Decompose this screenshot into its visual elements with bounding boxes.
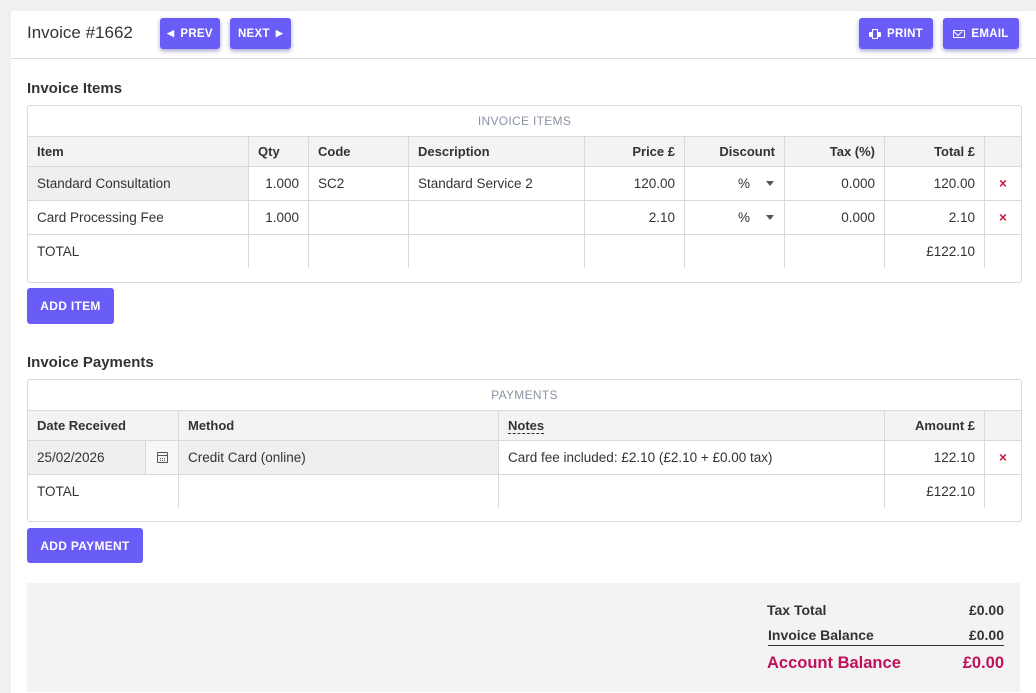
email-label: EMAIL [971,27,1009,40]
close-icon[interactable]: × [999,450,1007,465]
price-field[interactable]: 2.10 [585,201,685,234]
invoice-items-heading: Invoice Items [27,80,123,97]
invoice-items-table: INVOICE ITEMS Item Qty Code Description … [27,105,1022,283]
email-button[interactable]: EMAIL [943,18,1019,49]
empty-cell [785,235,885,268]
items-total-value: £122.10 [885,235,985,268]
invoice-balance-value: £0.00 [968,627,1004,643]
top-bar: Invoice #1662 ◀ PREV NEXT ▶ PRINT EMAIL [11,11,1036,59]
col-item: Item [28,137,249,166]
add-payment-label: ADD PAYMENT [40,538,130,553]
col-actions [985,137,1021,166]
tax-total-label: Tax Total [767,602,827,618]
next-label: NEXT [237,27,270,40]
envelope-icon [953,29,966,38]
total-label: TOTAL [28,475,179,508]
col-price: Price £ [585,137,685,166]
col-notes: Notes [499,411,885,440]
payments-caption: PAYMENTS [28,380,1021,411]
invoice-balance-label: Invoice Balance [768,627,874,643]
col-description: Description [409,137,585,166]
add-item-button[interactable]: ADD ITEM [27,288,114,324]
col-tax: Tax (%) [785,137,885,166]
table-row: Card Processing Fee 1.000 2.10 % 0.000 2… [28,201,1021,235]
code-field[interactable] [309,201,409,234]
prev-label: PREV [180,27,213,40]
empty-cell [985,475,1021,508]
item-name-field[interactable]: Card Processing Fee [28,201,249,234]
col-total: Total £ [885,137,985,166]
invoice-payments-heading: Invoice Payments [27,354,154,371]
invoice-items-caption: INVOICE ITEMS [28,106,1021,137]
notes-field[interactable]: Card fee included: £2.10 (£2.10 + £0.00 … [499,441,885,474]
table-header-row: Item Qty Code Description Price £ Discou… [28,137,1021,167]
empty-cell [499,475,885,508]
prev-button[interactable]: ◀ PREV [160,18,220,49]
invoice-balance-line: Invoice Balance £0.00 [768,627,1004,646]
discount-value: % [737,176,750,191]
empty-cell [309,235,409,268]
print-button[interactable]: PRINT [859,18,933,49]
line-total: 2.10 [885,201,985,234]
tax-field[interactable]: 0.000 [785,167,885,200]
caret-right-icon: ▶ [275,28,284,38]
col-actions [985,411,1021,440]
col-date: Date Received [28,411,179,440]
table-header-row: Date Received Method Notes Amount £ [28,411,1021,441]
caret-left-icon: ◀ [167,28,175,38]
account-balance-label: Account Balance [767,654,901,672]
calendar-button[interactable] [145,441,178,474]
close-icon[interactable]: × [999,176,1007,191]
payments-total-value: £122.10 [885,475,985,508]
description-field[interactable] [409,201,585,234]
price-field[interactable]: 120.00 [585,167,685,200]
invoice-panel: Invoice #1662 ◀ PREV NEXT ▶ PRINT EMAIL … [11,11,1036,693]
method-field[interactable]: Credit Card (online) [179,441,499,474]
caret-down-icon [766,215,774,220]
item-name-field[interactable]: Standard Consultation [28,167,249,200]
payments-table: PAYMENTS Date Received Method Notes Amou… [27,379,1022,522]
caret-down-icon [766,181,774,186]
invoice-title: Invoice #1662 [27,23,133,42]
calendar-icon [156,452,168,463]
qty-field[interactable]: 1.000 [249,201,309,234]
total-label: TOTAL [28,235,249,268]
date-picker[interactable]: 25/02/2026 [28,441,179,474]
balance-summary: Tax Total £0.00 Invoice Balance £0.00 Ac… [27,583,1020,692]
printer-icon [869,28,881,39]
empty-cell [585,235,685,268]
tax-total-value: £0.00 [968,602,1004,618]
col-amount: Amount £ [885,411,985,440]
next-button[interactable]: NEXT ▶ [230,18,291,49]
empty-cell [179,475,499,508]
discount-value: % [737,210,750,225]
discount-select[interactable]: % [685,201,785,234]
empty-cell [409,235,585,268]
col-qty: Qty [249,137,309,166]
notes-header-label: Notes [508,417,545,434]
table-row: Standard Consultation 1.000 SC2 Standard… [28,167,1021,201]
empty-cell [685,235,785,268]
amount-field[interactable]: 122.10 [885,441,985,474]
description-field[interactable]: Standard Service 2 [409,167,585,200]
add-item-label: ADD ITEM [40,299,101,313]
empty-cell [985,235,1021,268]
account-balance-value: £0.00 [962,654,1004,672]
code-field[interactable]: SC2 [309,167,409,200]
tax-field[interactable]: 0.000 [785,201,885,234]
qty-field[interactable]: 1.000 [249,167,309,200]
print-label: PRINT [887,27,923,40]
items-total-row: TOTAL £122.10 [28,235,1021,268]
col-discount: Discount [685,137,785,166]
table-row: 25/02/2026 Credit Card (online) Card fee… [28,441,1021,475]
discount-select[interactable]: % [685,167,785,200]
close-icon[interactable]: × [999,210,1007,225]
add-payment-button[interactable]: ADD PAYMENT [27,528,143,563]
col-method: Method [179,411,499,440]
empty-cell [249,235,309,268]
date-field[interactable]: 25/02/2026 [37,450,105,465]
line-total: 120.00 [885,167,985,200]
payments-total-row: TOTAL £122.10 [28,475,1021,508]
col-code: Code [309,137,409,166]
